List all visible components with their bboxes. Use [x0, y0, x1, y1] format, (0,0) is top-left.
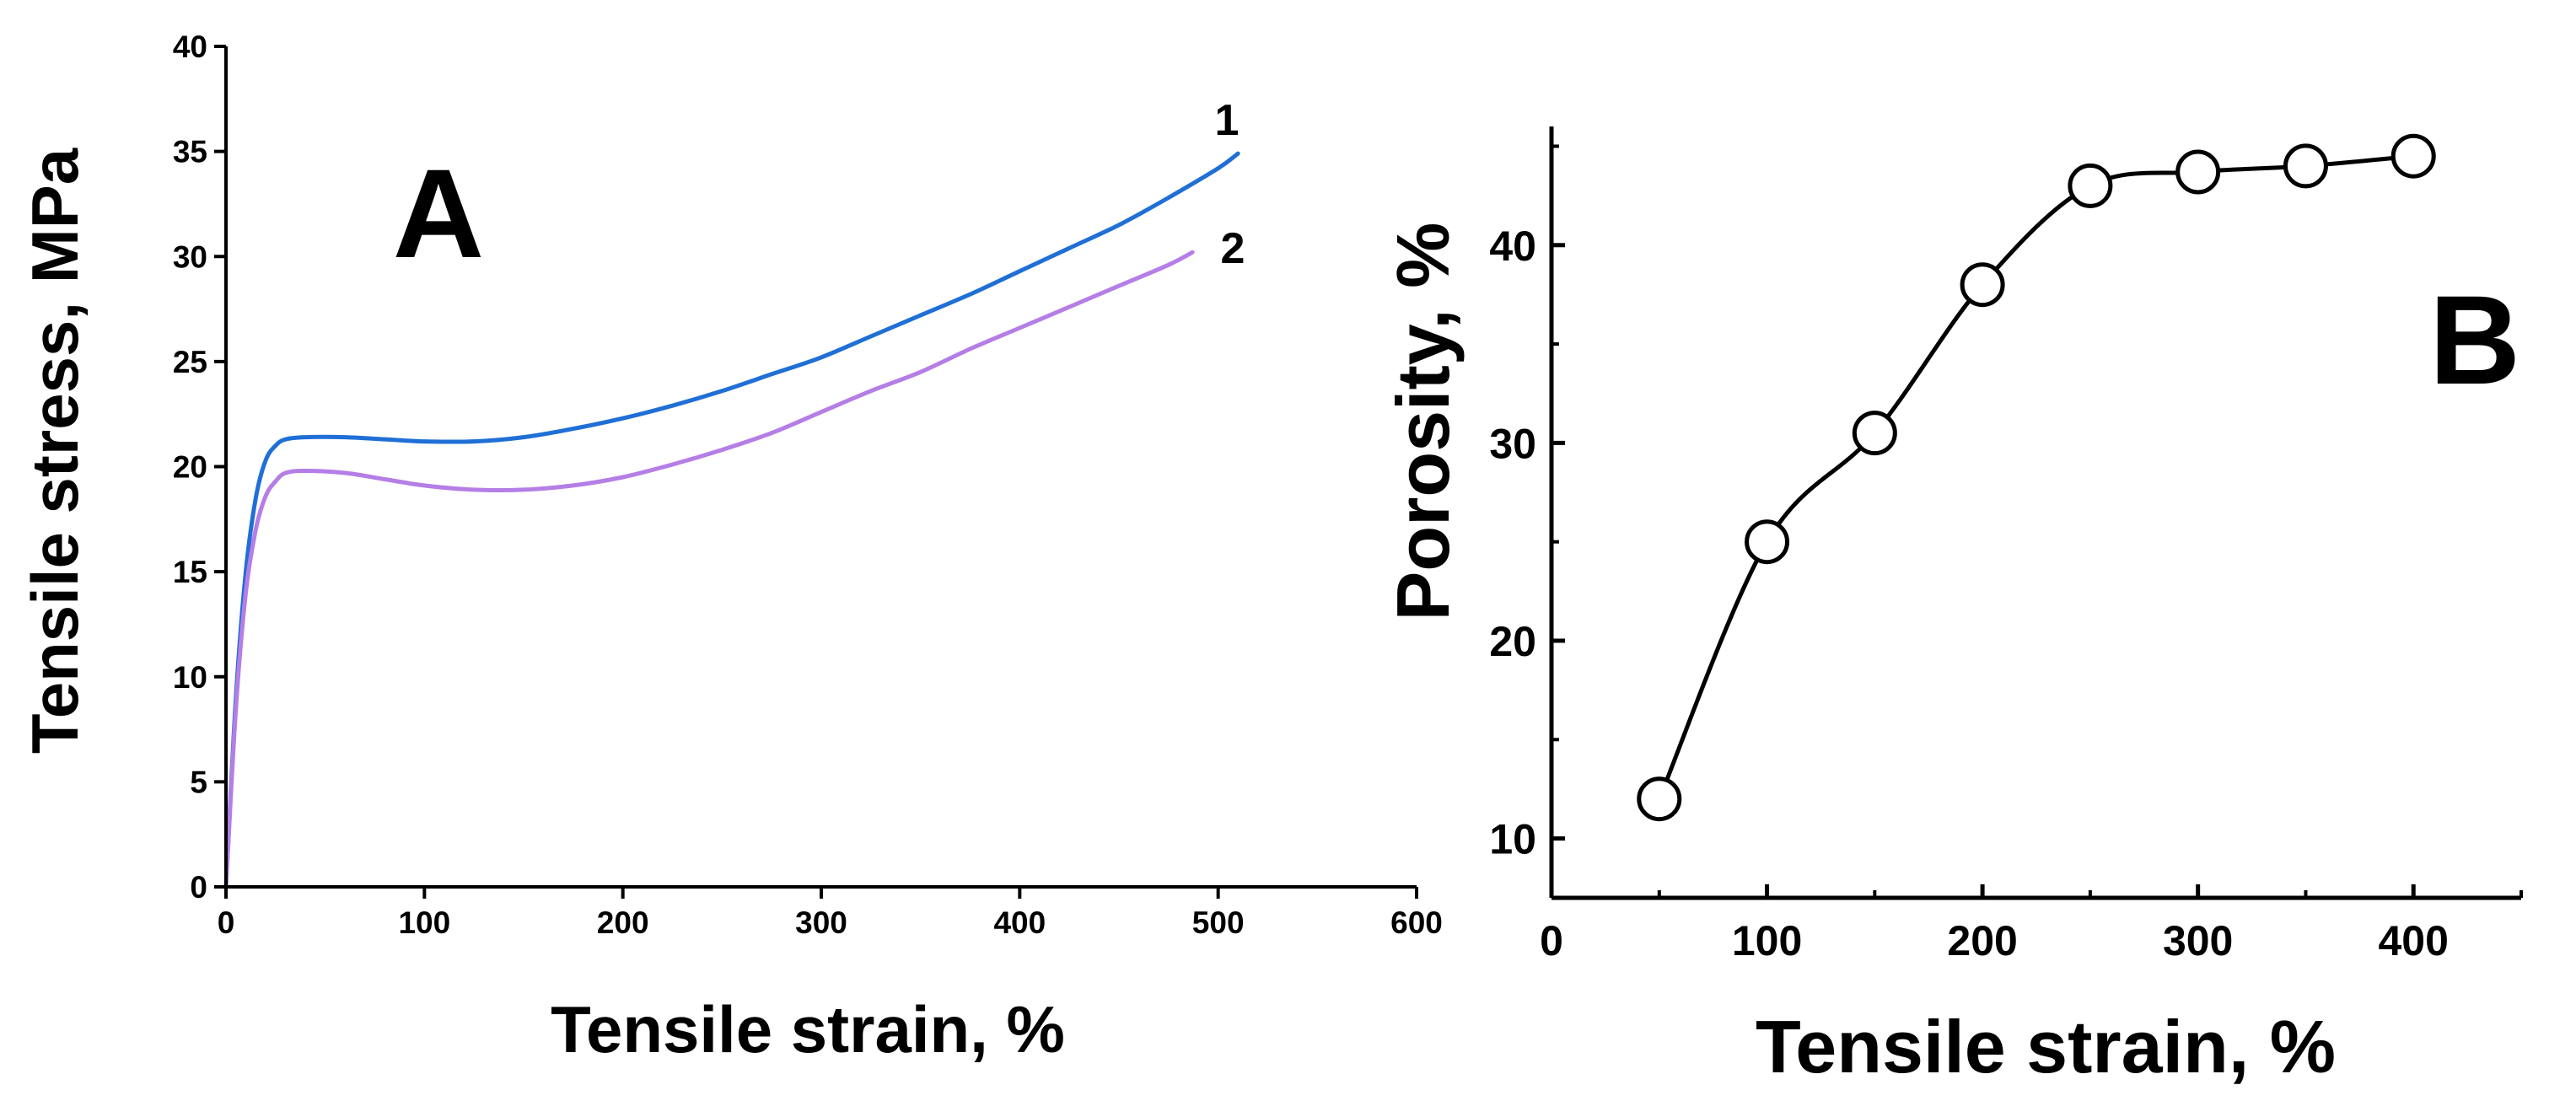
panel-a-curves	[223, 151, 1240, 889]
curve-label-2: 2	[1221, 224, 1245, 273]
data-point-100	[1745, 519, 1790, 565]
y-tick-label-30: 30	[1489, 420, 1536, 467]
x-tick-label-0: 0	[218, 905, 235, 940]
panel-b-markers	[1637, 133, 2436, 822]
data-point-250	[2068, 163, 2113, 208]
data-point-200	[1960, 262, 2005, 308]
x-tick-label-400: 400	[2379, 917, 2449, 964]
data-point-50	[1637, 776, 1682, 822]
panel-a-letter: A	[393, 142, 484, 284]
x-tick-label-300: 300	[795, 905, 847, 940]
y-tick-label-20: 20	[173, 450, 207, 485]
x-tick-label-200: 200	[597, 905, 649, 940]
series-1-line	[223, 151, 1240, 889]
x-tick-label-0: 0	[1540, 917, 1563, 964]
x-tick-label-200: 200	[1947, 917, 2017, 964]
panel-a-x-axis-title: Tensile strain, %	[551, 992, 1065, 1066]
panel-b-x-axis-title: Tensile strain, %	[1756, 1005, 2336, 1088]
panel-b-y-axis-title: Porosity, %	[1381, 223, 1465, 621]
y-tick-label-35: 35	[173, 135, 207, 169]
panel-a-axes	[214, 45, 1418, 899]
y-tick-label-40: 40	[173, 30, 207, 64]
y-tick-label-10: 10	[173, 660, 207, 695]
y-tick-label-25: 25	[173, 345, 207, 379]
x-tick-label-300: 300	[2163, 917, 2233, 964]
panel-b-axes	[1549, 126, 2523, 900]
x-tick-label-400: 400	[993, 905, 1046, 940]
series-2-line	[223, 250, 1195, 889]
panel-a-y-axis-title: Tensile stress, MPa	[18, 148, 92, 754]
x-tick-label-500: 500	[1192, 905, 1245, 940]
curve-label-1: 1	[1215, 96, 1240, 145]
data-point-400	[2390, 133, 2436, 179]
y-tick-label-40: 40	[1489, 223, 1536, 270]
y-tick-label-0: 0	[190, 870, 207, 905]
y-tick-label-15: 15	[173, 555, 207, 589]
data-point-150	[1852, 411, 1897, 456]
x-tick-label-100: 100	[398, 905, 450, 940]
y-tick-label-30: 30	[173, 239, 207, 274]
x-tick-label-600: 600	[1390, 905, 1443, 940]
y-tick-label-5: 5	[190, 765, 207, 799]
panel-b-letter: B	[2429, 269, 2520, 411]
y-tick-label-20: 20	[1489, 618, 1536, 665]
y-tick-label-10: 10	[1489, 816, 1536, 863]
data-point-350	[2283, 143, 2328, 189]
data-point-300	[2175, 149, 2221, 195]
x-tick-label-100: 100	[1732, 917, 1802, 964]
